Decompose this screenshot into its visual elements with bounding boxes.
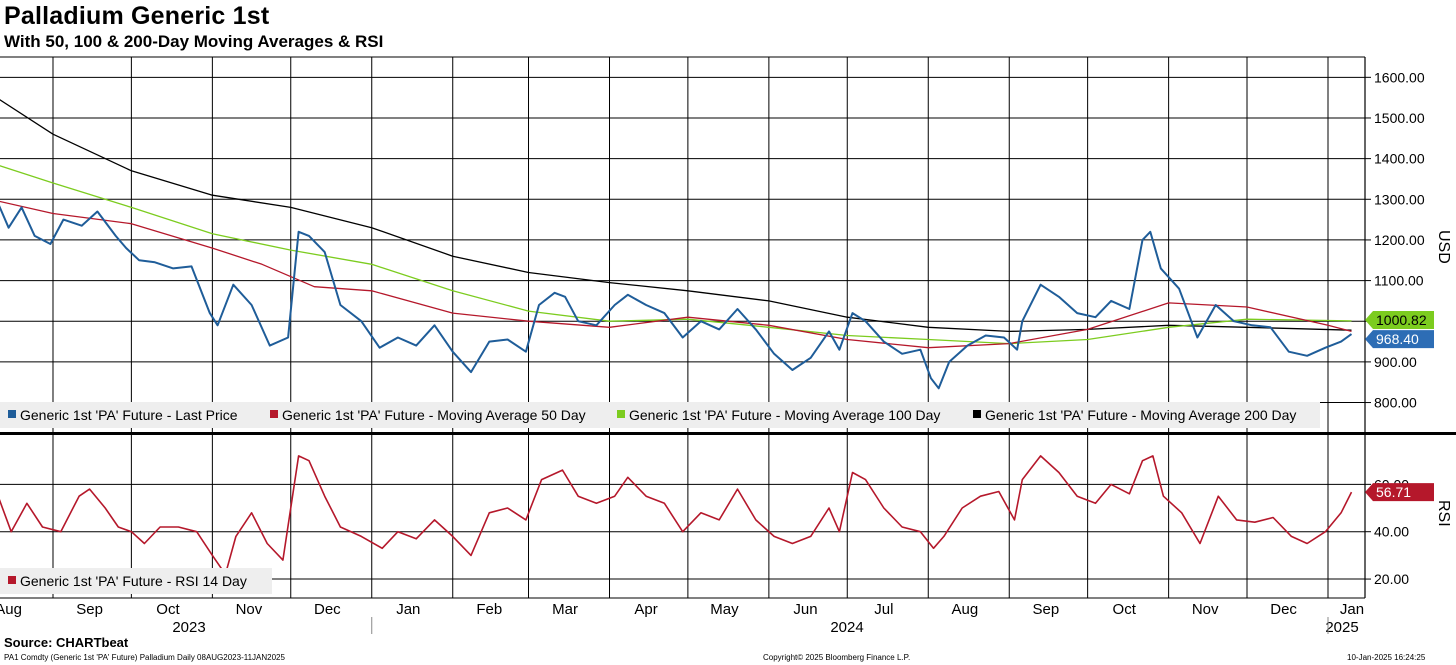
- month-label: Nov: [1192, 601, 1219, 618]
- ma100-line: [0, 165, 1352, 345]
- price-tick-label: 1600.00: [1374, 69, 1425, 85]
- price-tick-label: 800.00: [1374, 395, 1417, 411]
- month-label: May: [710, 601, 739, 618]
- legend-label-ma50: Generic 1st 'PA' Future - Moving Average…: [282, 407, 586, 423]
- month-label: Dec: [314, 601, 341, 618]
- price-tick-label: 1200.00: [1374, 232, 1425, 248]
- legend-background: [0, 402, 1320, 428]
- month-label: Oct: [1113, 601, 1137, 618]
- price-line: [0, 205, 1353, 390]
- month-label: Jan: [1340, 601, 1364, 618]
- month-label: Dec: [1270, 601, 1297, 618]
- chart-title: Palladium Generic 1st: [4, 2, 270, 30]
- legend-swatch-ma50: [270, 410, 278, 418]
- month-label: Oct: [156, 601, 180, 618]
- year-label: 2025: [1325, 619, 1358, 636]
- legend-swatch-ma200: [973, 410, 981, 418]
- legend-label-price: Generic 1st 'PA' Future - Last Price: [20, 407, 238, 423]
- price-last-value: 968.40: [1376, 331, 1419, 347]
- month-label: Feb: [476, 601, 502, 618]
- price-tick-label: 900.00: [1374, 354, 1417, 370]
- month-label: Jun: [793, 601, 817, 618]
- ma100-last-value-box: [1365, 311, 1434, 330]
- rsi-last-value: 56.71: [1376, 484, 1411, 500]
- price-tick-label: 1400.00: [1374, 151, 1425, 167]
- source-note: Source: CHARTbeat: [4, 635, 129, 650]
- ma50-line: [0, 200, 1352, 349]
- legend-swatch-ma100: [617, 410, 625, 418]
- rsi-tick-label: 20.00: [1374, 571, 1409, 587]
- year-label: 2024: [830, 619, 863, 636]
- month-label: Nov: [236, 601, 263, 618]
- price-axis-title: USD: [1435, 230, 1452, 264]
- year-label: 2023: [172, 619, 205, 636]
- axis-labels: 800.00900.001000.001100.001200.001300.00…: [0, 56, 1456, 636]
- ma100-last-value: 1000.82: [1376, 312, 1427, 328]
- rsi-legend-background: [0, 568, 272, 594]
- rsi-tick-label: 40.00: [1374, 524, 1409, 540]
- month-label: Jul: [874, 601, 893, 618]
- ticker-info: PA1 Comdty (Generic 1st 'PA' Future) Pal…: [4, 653, 285, 662]
- month-label: Aug: [0, 601, 22, 618]
- price-tick-label: 1100.00: [1374, 273, 1424, 289]
- price-last-value-box: [1365, 330, 1434, 349]
- month-label: Aug: [951, 601, 978, 618]
- legend: Generic 1st 'PA' Future - Last Price Gene…: [0, 402, 1320, 594]
- rsi-axis-title: RSI: [1435, 500, 1452, 527]
- timestamp: 10-Jan-2025 16:24:25: [1347, 653, 1426, 662]
- last-value-labels: 1000.82 968.40 56.71: [1365, 311, 1434, 502]
- price-tick-label: 1500.00: [1374, 110, 1425, 126]
- legend-label-ma100: Generic 1st 'PA' Future - Moving Average…: [629, 407, 940, 423]
- chart-subtitle: With 50, 100 & 200-Day Moving Averages &…: [4, 32, 384, 51]
- ma200-line: [0, 99, 1352, 333]
- month-label: Jan: [396, 601, 420, 618]
- rsi-last-value-box: [1365, 483, 1434, 502]
- legend-label-rsi: Generic 1st 'PA' Future - RSI 14 Day: [20, 573, 247, 589]
- rsi-line: [0, 455, 1353, 576]
- series-lines: [0, 99, 1353, 576]
- legend-swatch-rsi: [8, 576, 16, 584]
- month-label: Sep: [76, 601, 103, 618]
- price-tick-label: 1300.00: [1374, 191, 1425, 207]
- copyright: Copyright© 2025 Bloomberg Finance L.P.: [763, 653, 911, 662]
- legend-label-ma200: Generic 1st 'PA' Future - Moving Average…: [985, 407, 1296, 423]
- month-label: Apr: [634, 601, 657, 618]
- month-label: Mar: [552, 601, 578, 618]
- grid-lines: [0, 57, 1365, 598]
- panel-divider: [0, 432, 1456, 435]
- legend-swatch-price: [8, 410, 16, 418]
- month-label: Sep: [1032, 601, 1059, 618]
